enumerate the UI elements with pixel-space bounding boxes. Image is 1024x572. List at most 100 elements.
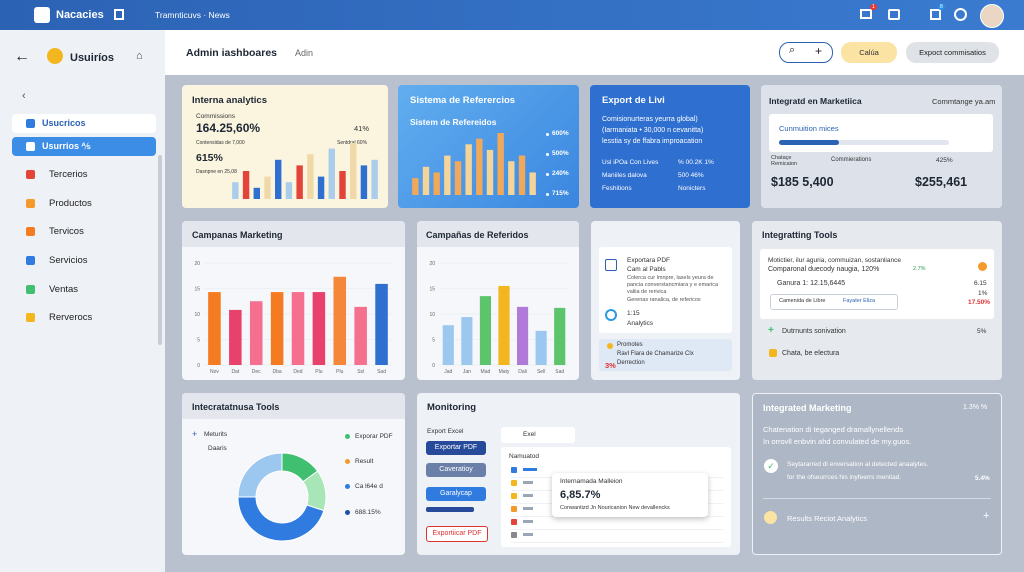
subtitle: Namuatod (509, 453, 539, 460)
expand-icon[interactable]: + (983, 510, 990, 522)
header: Admin iashboares Adin ⌕ + Calúa Expoct c… (165, 30, 1024, 75)
menu-label[interactable]: Productos (49, 197, 92, 209)
text: pancia converstancmiara y e emarica (627, 282, 719, 288)
sidebar-title: Usuiríos (70, 52, 115, 64)
x-tick-label: Mad (481, 369, 491, 375)
search-group[interactable]: ⌕ + (779, 42, 833, 63)
card-header (182, 221, 405, 247)
tab[interactable]: Exel (501, 427, 575, 443)
menu-label[interactable]: Rerverocs (49, 312, 93, 324)
menu-item[interactable]: Productos (12, 194, 152, 213)
menu-item[interactable]: Tercerios (12, 165, 152, 184)
button[interactable]: Exportiicar PDF (426, 526, 488, 542)
label: Meturits (204, 431, 228, 438)
bookmark-icon[interactable] (114, 9, 124, 20)
search-icon[interactable]: ⌕ (789, 44, 796, 56)
value: 5.4% (975, 475, 990, 482)
x-tick-label: Ssl (357, 369, 364, 375)
media-icon[interactable] (888, 9, 900, 20)
menu-item[interactable]: Usucricos (12, 114, 156, 133)
bar (465, 144, 472, 195)
bell-icon[interactable] (930, 9, 941, 20)
button[interactable]: Exportar PDF (426, 441, 486, 455)
menu-label[interactable]: Tervicos (49, 226, 84, 238)
button[interactable]: Calúa (841, 42, 897, 63)
value: 425% (936, 157, 953, 164)
bar (554, 307, 566, 365)
x-tick-label: Ded (293, 369, 302, 375)
text: lesstia sy de ffabra improacation (602, 138, 703, 145)
y-tick-label: 15 (429, 287, 435, 293)
tab-label[interactable]: Exel (523, 431, 536, 438)
menu-icon (26, 313, 35, 323)
text: valiia de rerivica (627, 289, 667, 295)
x-tick-label: Nov (210, 369, 219, 375)
select[interactable]: Camenida de Libre Fayater Eliza (770, 294, 898, 310)
x-tick-label: Sad (555, 369, 564, 375)
y-tick-label: 5 (197, 338, 200, 344)
label: Commissions (196, 113, 236, 120)
card-title: Sistema de Referercios (410, 95, 516, 106)
back-arrow[interactable]: ← (14, 48, 30, 65)
bar (249, 301, 263, 365)
progress-fill (779, 140, 839, 145)
button[interactable]: Expoct commisatios (906, 42, 999, 63)
tab[interactable]: Adin (295, 48, 314, 58)
avatar[interactable] (980, 4, 1004, 28)
top-bar: Nacacies Tramnticuvs · News 1 8 (0, 0, 1024, 30)
text: Chatenation di teganged dramallynellends (763, 425, 904, 434)
menu-item[interactable]: Tervicos (12, 222, 152, 241)
option[interactable]: Fayater Eliza (843, 298, 876, 304)
menu-label[interactable]: Usucricos (42, 118, 86, 128)
bar (285, 182, 293, 199)
menu-item[interactable]: Rerverocs (12, 308, 152, 327)
mail-icon[interactable] (860, 9, 872, 19)
menu-label[interactable]: Ventas (49, 283, 79, 295)
menu-item[interactable]: Ventas (12, 280, 152, 299)
bar (498, 285, 510, 365)
text[interactable]: Results Reciot Analytics (787, 514, 868, 523)
bar (479, 296, 491, 365)
progress-box: Cunmuition mices (769, 114, 993, 152)
x-tick-label: Plu (315, 369, 322, 375)
bar (229, 309, 242, 365)
y-tick-label: 0 (432, 363, 435, 369)
value: 5% (977, 328, 987, 335)
y-tick-label: 10 (429, 312, 435, 318)
menu-label[interactable]: Servicios (49, 255, 88, 266)
bar (529, 172, 536, 195)
menu-label[interactable]: Usurrios ⅍ (42, 140, 91, 151)
card: Monitoring Export Excel Exportar PDF Cav… (417, 393, 740, 555)
item: Chata, be electura (782, 350, 840, 357)
option[interactable]: Camenida de Libre (779, 298, 826, 304)
row-bar (523, 533, 533, 536)
legend-label: Exporar PDF (355, 433, 393, 440)
y-tick-label: 20 (194, 261, 200, 267)
menu-icon (26, 198, 35, 208)
bar-chart: 0 5 10 15 20 Jad Jan Mad Maty Dali Sell Sad (429, 261, 569, 375)
bar (328, 148, 335, 199)
add-icon[interactable]: + (815, 44, 823, 58)
menu-item[interactable]: Usurrios ⅍ (12, 136, 156, 156)
card-title: Integrated Marketing (763, 403, 852, 413)
stat: Feshitions (602, 185, 632, 192)
card: Export de Livi Comisionurteras yeurra gl… (590, 85, 750, 208)
home-icon[interactable]: ⌂ (136, 50, 143, 62)
x-tick-label: Dec (252, 369, 261, 375)
menu-item[interactable]: Servicios (12, 251, 152, 270)
text: Ravl Flara de Chamarize Clx (617, 351, 694, 357)
bar (307, 154, 314, 199)
text: for the ofseurrces his inyfeerrs menitad… (787, 474, 902, 481)
card: Integrated Marketing 1.3% % Chatenation … (752, 393, 1002, 555)
button[interactable]: Caveratioy (426, 463, 486, 477)
menu-label[interactable]: Tercerios (49, 169, 88, 181)
bar (232, 182, 239, 199)
amount: $185 5,400 (771, 175, 834, 189)
bar (371, 159, 378, 199)
settings-icon[interactable] (954, 8, 967, 21)
label: Commierations (831, 157, 872, 163)
brand: Nacacies (56, 9, 104, 21)
button[interactable]: Garalycap (426, 487, 486, 501)
collapse[interactable]: ‹ (22, 90, 26, 102)
pdf-box: Exportara PDF Cam al Pabls Colerca cur l… (599, 247, 732, 333)
